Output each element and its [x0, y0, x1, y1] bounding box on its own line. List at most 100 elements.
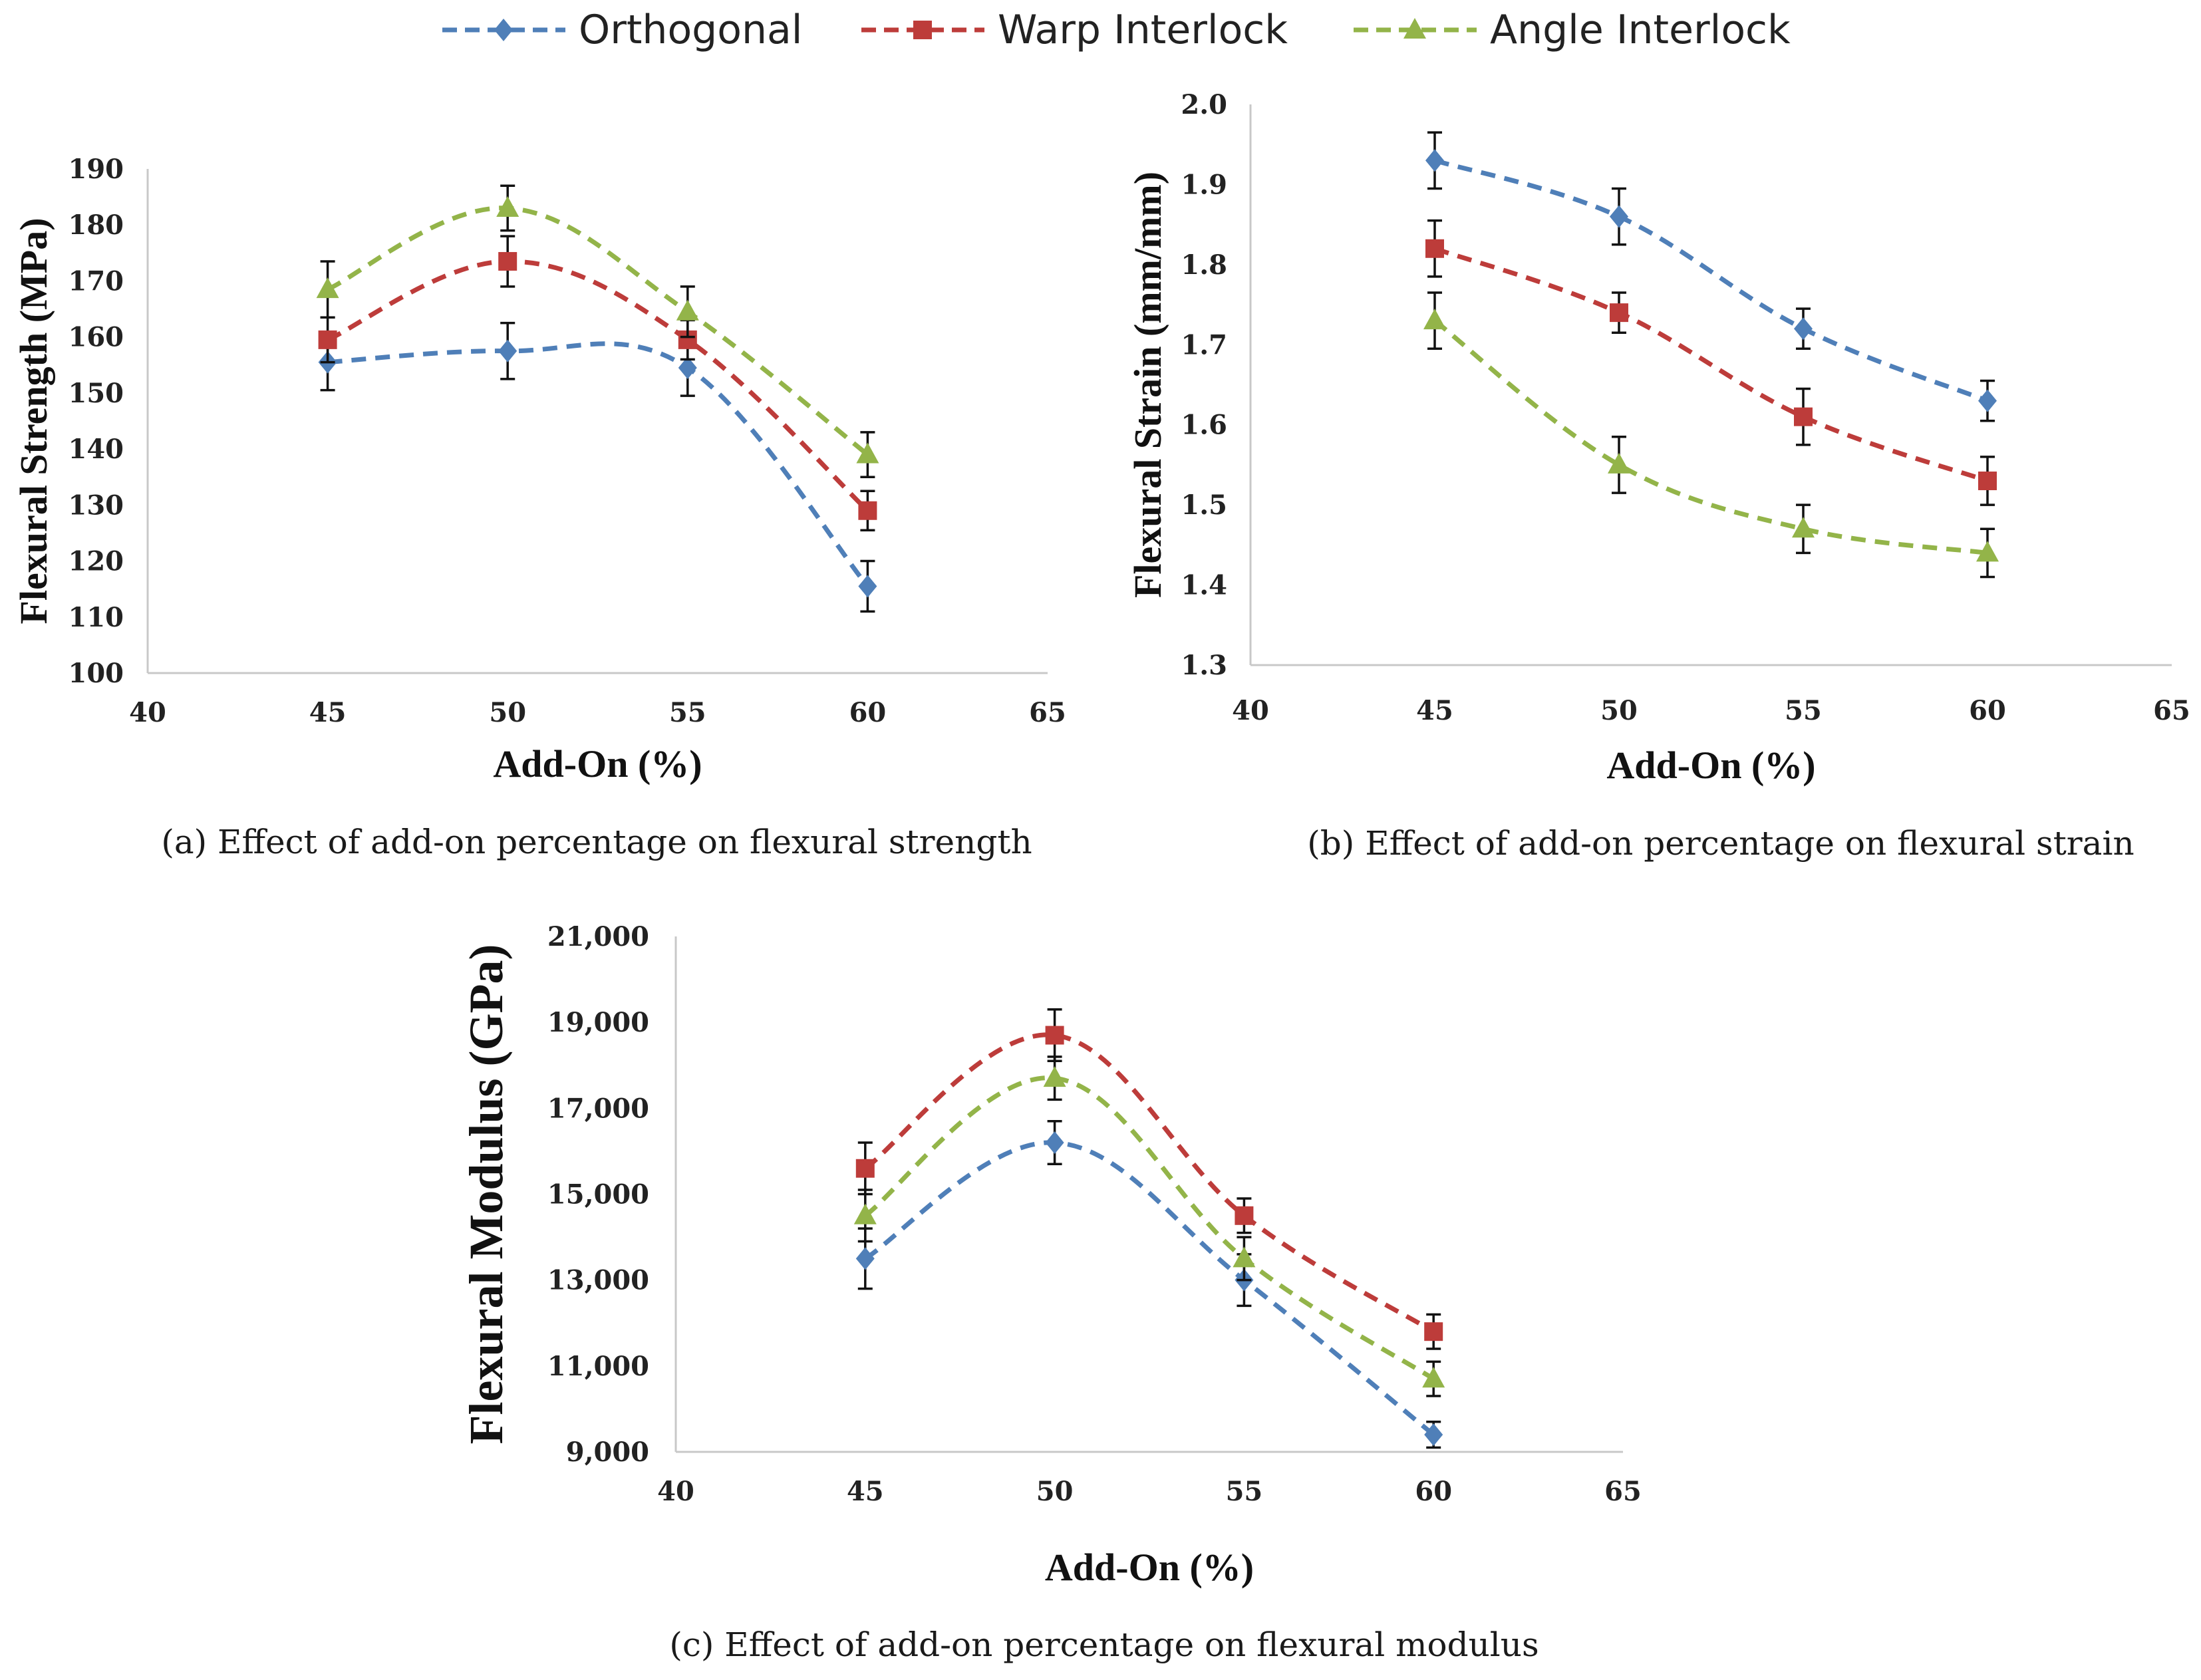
y-tick-label: 13,000 — [547, 1265, 649, 1296]
chart-panel-b: 1.3 1.4 1.5 1.6 1.7 1.8 1.9 2.0 40 45 50 55 60 65 Add-… — [1126, 89, 2190, 863]
data-point-orthogonal — [1425, 149, 1444, 172]
legend-label-orthogonal: Orthogonal — [579, 7, 802, 53]
y-tick-label: 120 — [69, 546, 124, 577]
y-tick-label: 1.5 — [1181, 490, 1227, 521]
y-tick-label: 21,000 — [547, 921, 649, 952]
y-tick-label: 1.6 — [1181, 410, 1227, 441]
series-line-orthogonal — [863, 1140, 1435, 1437]
chart-caption: (c) Effect of add-on percentage on flexu… — [669, 1625, 1539, 1664]
data-point-orthogonal — [1610, 205, 1628, 228]
series-line-angle-interlock — [327, 206, 869, 457]
chart-panel-a: 100 110 120 130 140 150 160 170 180 190 40 45 50 55 60… — [12, 154, 1066, 861]
legend-marker-angle-interlock — [1403, 18, 1426, 39]
y-axis-title: Flexural Strength (MPa) — [12, 217, 55, 624]
data-point-orthogonal — [1794, 317, 1813, 341]
chart-caption: (a) Effect of add-on percentage on flexu… — [161, 823, 1032, 861]
legend-marker-orthogonal — [494, 19, 513, 41]
x-tick-label: 65 — [1604, 1476, 1642, 1507]
data-point-orthogonal — [855, 1247, 875, 1270]
x-tick-label: 60 — [1415, 1476, 1452, 1507]
data-point-orthogonal — [858, 575, 877, 598]
x-axis-title: Add-On (%) — [493, 742, 702, 785]
x-tick-label: 45 — [847, 1476, 884, 1507]
x-tick-label: 50 — [1036, 1476, 1074, 1507]
y-tick-label: 110 — [69, 602, 124, 633]
series-line-orthogonal — [1433, 158, 1989, 403]
data-point-warp-interlock — [1045, 1026, 1064, 1045]
x-tick-label: 65 — [2153, 695, 2190, 726]
y-tick-label: 1.7 — [1181, 329, 1227, 360]
y-tick-label: 180 — [69, 210, 124, 241]
data-point-angle-interlock — [1608, 452, 1630, 474]
data-point-angle-interlock — [1976, 541, 1999, 562]
x-tick-label: 55 — [1785, 695, 1822, 726]
data-point-warp-interlock — [1425, 239, 1444, 258]
y-tick-label: 140 — [69, 434, 124, 465]
data-point-warp-interlock — [1978, 472, 1997, 491]
x-tick-label: 45 — [309, 697, 347, 728]
x-tick-label: 60 — [849, 697, 887, 728]
legend-label-warp-interlock: Warp Interlock — [998, 7, 1288, 53]
data-point-angle-interlock — [1422, 1367, 1445, 1388]
y-tick-label: 1.9 — [1181, 169, 1227, 200]
data-point-warp-interlock — [498, 251, 517, 271]
y-tick-label: 160 — [69, 322, 124, 353]
data-point-orthogonal — [1424, 1423, 1443, 1447]
data-point-angle-interlock — [853, 1203, 877, 1224]
x-tick-label: 40 — [657, 1476, 694, 1507]
y-tick-label: 100 — [69, 658, 124, 689]
data-point-angle-interlock — [676, 299, 699, 321]
y-tick-label: 9,000 — [566, 1437, 649, 1468]
y-tick-label: 1.8 — [1181, 249, 1227, 281]
data-point-warp-interlock — [318, 330, 337, 349]
x-tick-label: 50 — [1600, 695, 1638, 726]
series-line-warp-interlock — [1433, 246, 1989, 484]
y-tick-label: 11,000 — [547, 1351, 649, 1382]
data-point-warp-interlock — [1424, 1322, 1443, 1341]
data-point-angle-interlock — [316, 277, 339, 299]
data-point-angle-interlock — [1233, 1246, 1256, 1268]
data-point-warp-interlock — [855, 1159, 875, 1178]
x-tick-label: 60 — [1969, 695, 2006, 726]
y-tick-label: 17,000 — [547, 1093, 649, 1124]
y-tick-label: 15,000 — [547, 1179, 649, 1210]
y-axis-title: Flexural Strain (mm/mm) — [1126, 172, 1169, 598]
legend: Orthogonal Warp Interlock Angle Interlock — [442, 7, 1791, 53]
y-tick-label: 150 — [69, 378, 124, 409]
data-point-angle-interlock — [1792, 517, 1815, 538]
data-point-angle-interlock — [856, 442, 879, 464]
series-line-angle-interlock — [1433, 319, 1988, 555]
series-line-angle-interlock — [863, 1075, 1435, 1381]
x-tick-label: 65 — [1029, 697, 1066, 728]
y-axis-title: Flexural Modulus (GPa) — [460, 944, 513, 1445]
data-point-angle-interlock — [496, 196, 519, 217]
y-tick-label: 190 — [69, 154, 124, 185]
x-tick-label: 45 — [1416, 695, 1453, 726]
data-point-orthogonal — [678, 356, 697, 379]
x-tick-label: 40 — [1232, 695, 1269, 726]
data-point-angle-interlock — [1423, 309, 1446, 330]
data-point-orthogonal — [498, 339, 517, 362]
x-tick-label: 55 — [669, 697, 706, 728]
chart-caption: (b) Effect of add-on percentage on flexu… — [1307, 824, 2134, 863]
y-tick-label: 19,000 — [547, 1007, 649, 1038]
legend-marker-warp-interlock — [913, 21, 932, 39]
y-tick-label: 1.4 — [1181, 570, 1227, 601]
series-line-warp-interlock — [863, 1032, 1435, 1334]
data-point-warp-interlock — [1235, 1206, 1254, 1225]
x-axis-title: Add-On (%) — [1606, 744, 1815, 787]
y-tick-label: 1.3 — [1181, 650, 1227, 681]
legend-label-angle-interlock: Angle Interlock — [1490, 7, 1791, 53]
data-point-orthogonal — [1978, 389, 1997, 412]
x-tick-label: 55 — [1226, 1476, 1263, 1507]
series-line-orthogonal — [327, 341, 870, 588]
data-point-warp-interlock — [1794, 407, 1813, 426]
y-tick-label: 130 — [69, 490, 124, 521]
data-point-orthogonal — [1045, 1131, 1064, 1154]
data-point-warp-interlock — [858, 501, 877, 520]
x-tick-label: 50 — [489, 697, 526, 728]
y-tick-label: 170 — [69, 265, 124, 297]
chart-panel-c: 9,000 11,000 13,000 15,000 17,000 19,000 21,00… — [460, 921, 1642, 1664]
x-tick-label: 40 — [129, 697, 166, 728]
